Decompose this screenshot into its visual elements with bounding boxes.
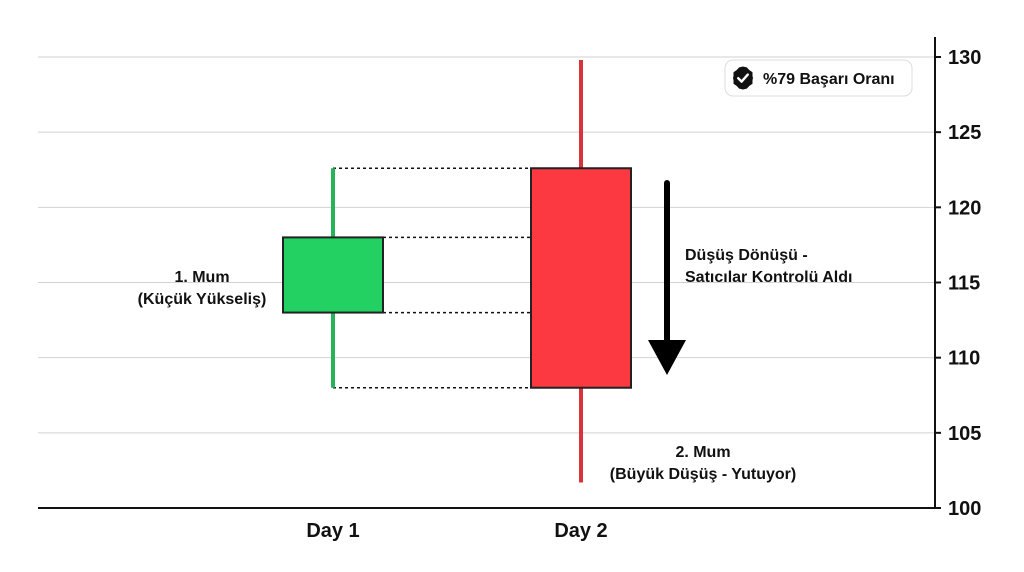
success-rate-badge: %79 Başarı Oranı bbox=[724, 59, 913, 97]
verified-check-icon bbox=[733, 66, 753, 90]
candle-2-body bbox=[530, 167, 632, 389]
candle1-label-line2: (Küçük Yükseliş) bbox=[138, 291, 267, 308]
candles bbox=[282, 60, 632, 483]
y-tick-label-100: 100 bbox=[948, 498, 981, 520]
reversal-label-line1: Düşüş Dönüşü - bbox=[685, 247, 808, 264]
y-tick-labels: 100 105 110 115 120 125 130 bbox=[935, 47, 981, 520]
candle2-label-line1: 2. Mum bbox=[675, 444, 730, 461]
y-tick-label-115: 115 bbox=[948, 273, 980, 295]
y-tick-label-110: 110 bbox=[948, 348, 980, 370]
grid-lines bbox=[38, 56, 935, 434]
y-tick-label-120: 120 bbox=[948, 197, 981, 219]
x-category-label-2: Day 2 bbox=[554, 520, 607, 542]
y-tick-label-130: 130 bbox=[948, 47, 981, 69]
y-tick-label-125: 125 bbox=[948, 122, 981, 144]
x-category-label-1: Day 1 bbox=[306, 520, 359, 542]
candle1-label-line1: 1. Mum bbox=[174, 269, 229, 286]
reversal-label-line2: Satıcılar Kontrolü Aldı bbox=[685, 269, 852, 286]
y-tick-label-105: 105 bbox=[948, 423, 981, 445]
dotted-connector-lines bbox=[333, 167, 531, 389]
x-category-labels: Day 1 Day 2 bbox=[306, 520, 607, 542]
down-arrow-icon bbox=[648, 180, 686, 375]
success-rate-text: %79 Başarı Oranı bbox=[763, 71, 895, 88]
axes bbox=[38, 37, 936, 509]
candle-1-body bbox=[282, 236, 384, 314]
candle2-label-line2: (Büyük Düşüş - Yutuyor) bbox=[610, 466, 796, 483]
